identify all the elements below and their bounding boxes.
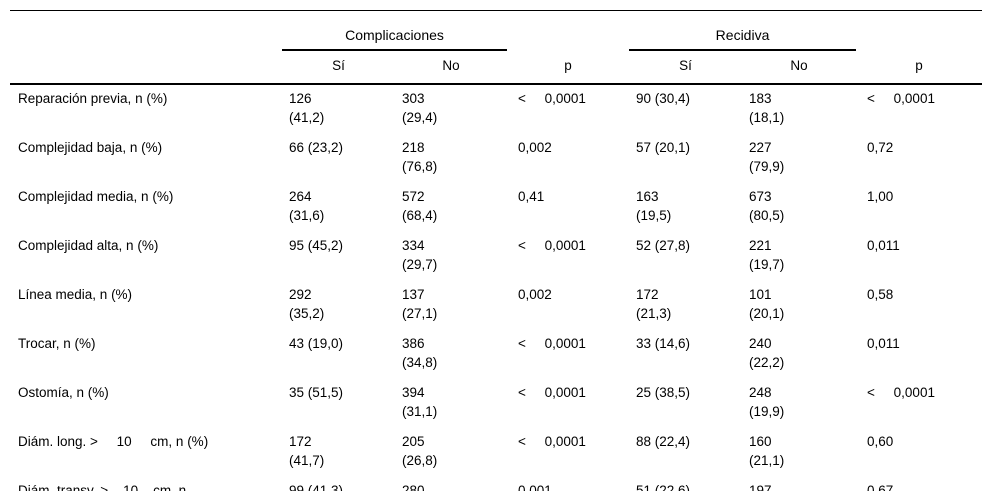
cell-complicaciones-si: 292 (35,2) xyxy=(289,287,325,321)
group-header-recidiva: Recidiva xyxy=(629,10,857,51)
cell-complicaciones-no: 280 (29,9) xyxy=(395,477,508,491)
cell-recidiva-no: 183 (18,1) xyxy=(749,91,785,125)
cell-recidiva-no: 673 (80,5) xyxy=(749,189,785,223)
row-label: Reparación previa, n (%) xyxy=(18,91,168,106)
table-header: Complicaciones Recidiva Sí No p Sí No p xyxy=(10,10,983,85)
cell-recidiva-no: 160 (21,1) xyxy=(749,434,785,468)
cell-recidiva-si: 163 (19,5) xyxy=(636,189,672,223)
cell-complicaciones-p: < 0,0001 xyxy=(518,238,586,253)
page: Complicaciones Recidiva Sí No p Sí No p … xyxy=(0,10,992,491)
row-label: Complejidad alta, n (%) xyxy=(18,238,159,253)
row-label: Diám. transv. > 10 cm, n (%) xyxy=(10,477,282,491)
cell-recidiva-p: 0,67 xyxy=(856,477,983,491)
row-label: Línea media, n (%) xyxy=(18,287,133,302)
cell-recidiva-no: 101 (20,1) xyxy=(749,287,785,321)
table-row: Ostomía, n (%) 35 (51,5) 394 (31,1) < 0,… xyxy=(10,379,982,428)
cell-complicaciones-p: 0,41 xyxy=(518,189,545,204)
cell-recidiva-p: < 0,0001 xyxy=(867,91,935,106)
cell-complicaciones-no: 205 (26,8) xyxy=(402,434,438,468)
cell-complicaciones-si: 95 (45,2) xyxy=(289,238,344,253)
table-row: Diám. long. > 10 cm, n (%) 172 (41,7) 20… xyxy=(10,428,982,477)
col-header-recidiva-p: p xyxy=(856,50,983,85)
table-row: Trocar, n (%) 43 (19,0) 386 (34,8) < 0,0… xyxy=(10,330,982,379)
cell-recidiva-si: 51 (22,6) xyxy=(629,477,743,491)
cell-recidiva-no: 240 (22,2) xyxy=(749,336,785,370)
col-header-complicaciones-no: No xyxy=(395,50,508,85)
table-row: Reparación previa, n (%) 126 (41,2) 303 … xyxy=(10,84,982,134)
col-header-complicaciones-p: p xyxy=(507,50,630,85)
cell-recidiva-p: 0,011 xyxy=(867,336,900,351)
table-row: Complejidad alta, n (%) 95 (45,2) 334 (2… xyxy=(10,232,982,281)
cell-recidiva-p: 0,60 xyxy=(867,434,894,449)
col-header-recidiva-no: No xyxy=(742,50,857,85)
cell-complicaciones-p: 0,002 xyxy=(518,287,552,302)
cell-complicaciones-no: 303 (29,4) xyxy=(402,91,438,125)
header-spacer xyxy=(10,11,282,51)
sub-header-row: Sí No p Sí No p xyxy=(10,50,983,85)
row-label: Complejidad media, n (%) xyxy=(18,189,174,204)
cell-complicaciones-si: 126 (41,2) xyxy=(289,91,325,125)
cell-recidiva-p: 0,011 xyxy=(867,238,900,253)
cell-complicaciones-si: 264 (31,6) xyxy=(289,189,325,223)
table-row: Diám. transv. > 10 cm, n (%) 99 (41,3) 2… xyxy=(10,477,983,491)
header-spacer xyxy=(10,50,282,85)
cell-recidiva-p: 0,58 xyxy=(867,287,894,302)
cell-recidiva-si: 88 (22,4) xyxy=(636,434,691,449)
cell-recidiva-no: 248 (19,9) xyxy=(749,385,785,419)
cell-complicaciones-no: 572 (68,4) xyxy=(402,189,438,223)
header-spacer xyxy=(856,11,982,51)
col-header-complicaciones-si: Sí xyxy=(282,50,395,85)
cell-complicaciones-si: 99 (41,3) xyxy=(282,477,395,491)
cell-recidiva-si: 57 (20,1) xyxy=(636,140,691,155)
cell-recidiva-si: 33 (14,6) xyxy=(636,336,691,351)
cell-complicaciones-no: 386 (34,8) xyxy=(402,336,438,370)
row-label: Complejidad baja, n (%) xyxy=(18,140,163,155)
table-row: Complejidad baja, n (%) 66 (23,2) 218 (7… xyxy=(10,134,982,183)
cell-recidiva-si: 52 (27,8) xyxy=(636,238,691,253)
col-header-recidiva-si: Sí xyxy=(629,50,743,85)
cell-complicaciones-no: 218 (76,8) xyxy=(402,140,438,174)
cell-complicaciones-p: 0,002 xyxy=(518,140,552,155)
cell-recidiva-p: 0,72 xyxy=(867,140,894,155)
cell-complicaciones-p: < 0,0001 xyxy=(518,336,586,351)
cell-recidiva-no: 197 (21,3) xyxy=(742,477,857,491)
cell-recidiva-p: 1,00 xyxy=(867,189,894,204)
header-spacer xyxy=(507,11,629,51)
cell-complicaciones-si: 43 (19,0) xyxy=(289,336,344,351)
cell-recidiva-si: 172 (21,3) xyxy=(636,287,672,321)
cell-complicaciones-p: < 0,0001 xyxy=(518,385,586,400)
row-label: Ostomía, n (%) xyxy=(18,385,109,400)
cell-complicaciones-si: 66 (23,2) xyxy=(289,140,344,155)
cell-complicaciones-si: 35 (51,5) xyxy=(289,385,344,400)
group-header-complicaciones: Complicaciones xyxy=(282,10,508,51)
table-row: Línea media, n (%) 292 (35,2) 137 (27,1)… xyxy=(10,281,982,330)
cell-recidiva-si: 25 (38,5) xyxy=(636,385,691,400)
cell-recidiva-no: 227 (79,9) xyxy=(749,140,785,174)
cell-recidiva-no: 221 (19,7) xyxy=(749,238,785,272)
cell-recidiva-si: 90 (30,4) xyxy=(636,91,691,106)
cell-complicaciones-p: < 0,0001 xyxy=(518,434,586,449)
cell-recidiva-p: < 0,0001 xyxy=(867,385,935,400)
cell-complicaciones-no: 334 (29,7) xyxy=(402,238,438,272)
row-label: Diám. long. > 10 cm, n (%) xyxy=(18,434,209,449)
cell-complicaciones-p: < 0,0001 xyxy=(518,91,586,106)
table-row: Complejidad media, n (%) 264 (31,6) 572 … xyxy=(10,183,982,232)
group-header-row: Complicaciones Recidiva xyxy=(10,10,982,51)
table-body: Reparación previa, n (%) 126 (41,2) 303 … xyxy=(10,84,983,491)
cell-complicaciones-si: 172 (41,7) xyxy=(289,434,325,468)
cell-complicaciones-no: 137 (27,1) xyxy=(402,287,438,321)
row-label: Trocar, n (%) xyxy=(18,336,96,351)
cell-complicaciones-no: 394 (31,1) xyxy=(402,385,438,419)
cell-complicaciones-p: 0,001 xyxy=(507,477,630,491)
statistics-table: Complicaciones Recidiva Sí No p Sí No p … xyxy=(10,10,983,491)
